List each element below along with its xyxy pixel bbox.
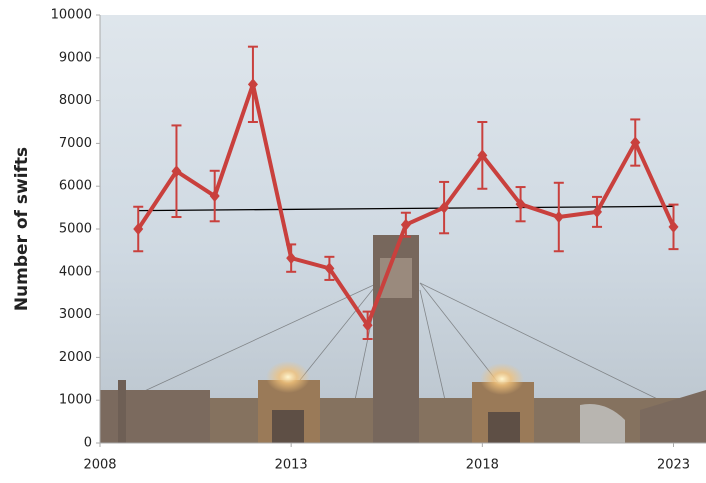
data-point [286,252,297,265]
data-point [515,198,526,211]
data-point [247,78,258,91]
data-point [630,136,641,149]
data-point [171,165,182,178]
y-tick-label: 4000 [59,264,92,279]
y-tick-label: 0 [84,436,92,451]
trend-line [138,205,674,212]
y-tick-label: 10000 [51,8,92,23]
background-photo [100,15,706,443]
data-point [133,223,144,235]
data-point [362,319,373,332]
y-axis-label: Number of swifts [12,147,32,311]
x-tick-label: 2023 [657,458,690,473]
data-point [553,211,564,224]
data-point [209,190,220,203]
y-tick-label: 2000 [59,350,92,365]
y-tick-label: 5000 [59,222,92,237]
data-point [324,262,335,275]
data-point [400,218,411,231]
y-tick-label: 3000 [59,307,92,322]
data-point [592,205,603,218]
y-tick-label: 6000 [59,179,92,194]
data-point [477,149,488,162]
x-tick-label: 2018 [466,458,499,473]
y-tick-label: 9000 [59,50,92,65]
x-tick-label: 2008 [83,458,116,473]
data-point [439,201,450,214]
x-tick-label: 2013 [275,458,308,473]
y-tick-label: 7000 [59,136,92,151]
y-tick-label: 1000 [59,393,92,408]
y-tick-label: 8000 [59,93,92,108]
data-point [668,220,679,233]
